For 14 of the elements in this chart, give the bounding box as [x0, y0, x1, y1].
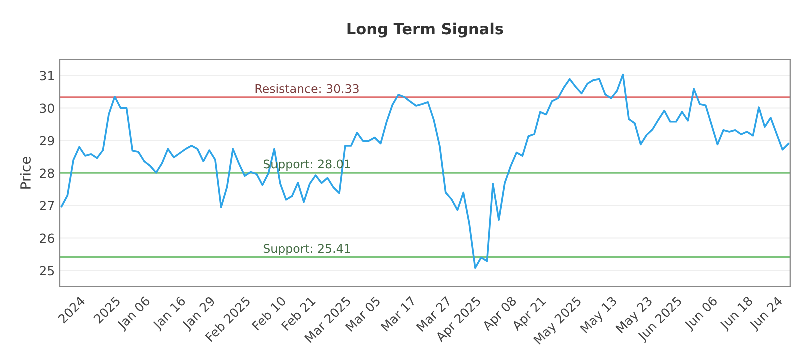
chart-title: Long Term Signals [348, 22, 504, 38]
ref-line-label: Resistance: 30.33 [256, 84, 359, 94]
y-tick-label: 28 [40, 168, 54, 178]
x-tick-label: Mar 17 [380, 296, 417, 332]
y-tick-label: 30 [40, 104, 54, 114]
line-series [60, 74, 790, 270]
y-tick-label: 26 [40, 234, 54, 244]
x-tick-label: Jun 06 [684, 296, 720, 332]
y-tick-label: 31 [40, 71, 54, 81]
y-tick-label: 25 [40, 266, 54, 276]
ref-line-label: Support: 25.41 [264, 244, 350, 256]
y-tick-label: 29 [40, 136, 54, 146]
y-tick-label: 27 [40, 201, 54, 210]
y-axis-title: Price [20, 157, 31, 189]
